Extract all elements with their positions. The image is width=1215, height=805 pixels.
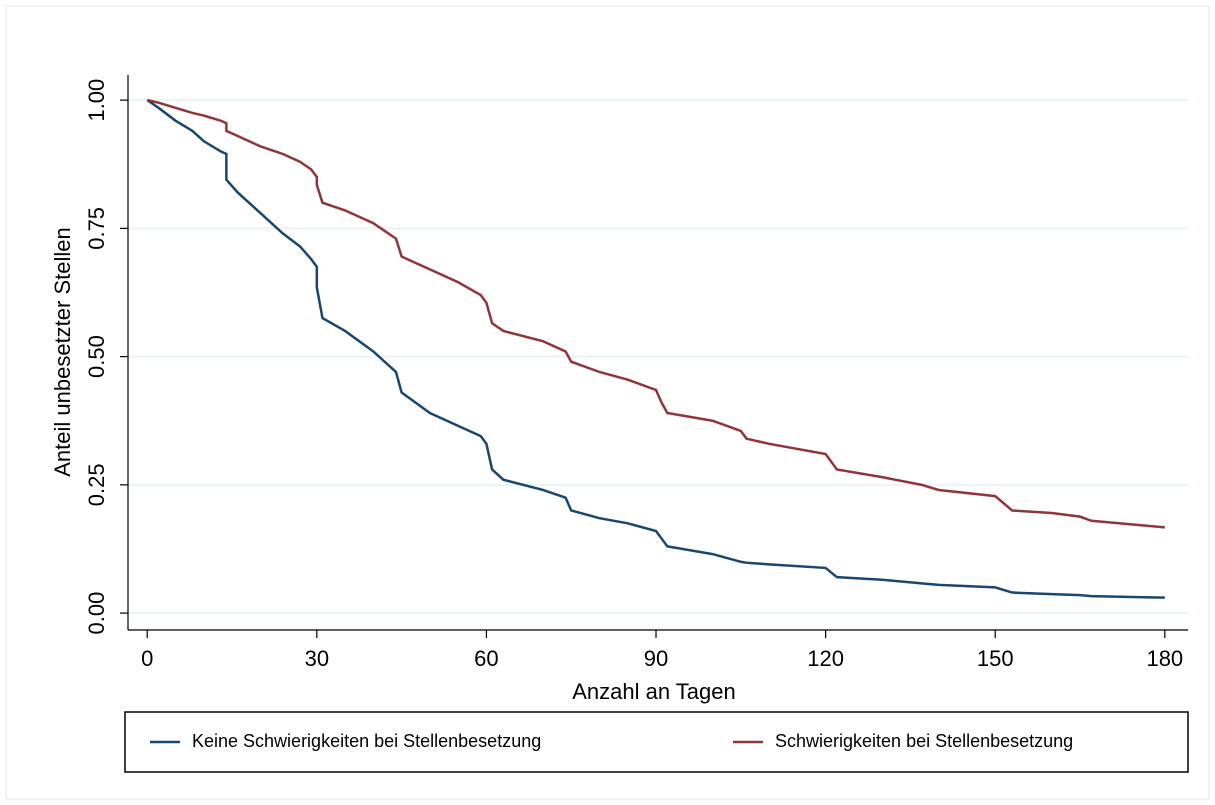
x-tick-label: 90: [644, 646, 668, 671]
x-axis-label: Anzahl an Tagen: [572, 679, 736, 704]
x-tick-label: 150: [977, 646, 1014, 671]
x-tick-label: 60: [474, 646, 498, 671]
legend-label: Schwierigkeiten bei Stellenbesetzung: [775, 731, 1073, 751]
x-tick-label: 0: [141, 646, 153, 671]
y-tick-label: 1.00: [84, 79, 109, 122]
series-line: [146, 98, 1165, 529]
y-tick-label: 0.25: [84, 463, 109, 506]
y-tick-label: 0.00: [84, 592, 109, 635]
frame: [5, 5, 1210, 800]
legend-box: [124, 711, 1189, 773]
x-tick-label: 120: [807, 646, 844, 671]
x-tick-label: 180: [1146, 646, 1183, 671]
series-line: [146, 99, 1165, 599]
y-axis-label: Anteil unbesetzter Stellen: [50, 227, 75, 477]
legend-label: Keine Schwierigkeiten bei Stellenbesetzu…: [192, 731, 541, 751]
x-tick-label: 30: [305, 646, 329, 671]
y-tick-label: 0.75: [84, 207, 109, 250]
y-tick-label: 0.50: [84, 335, 109, 378]
